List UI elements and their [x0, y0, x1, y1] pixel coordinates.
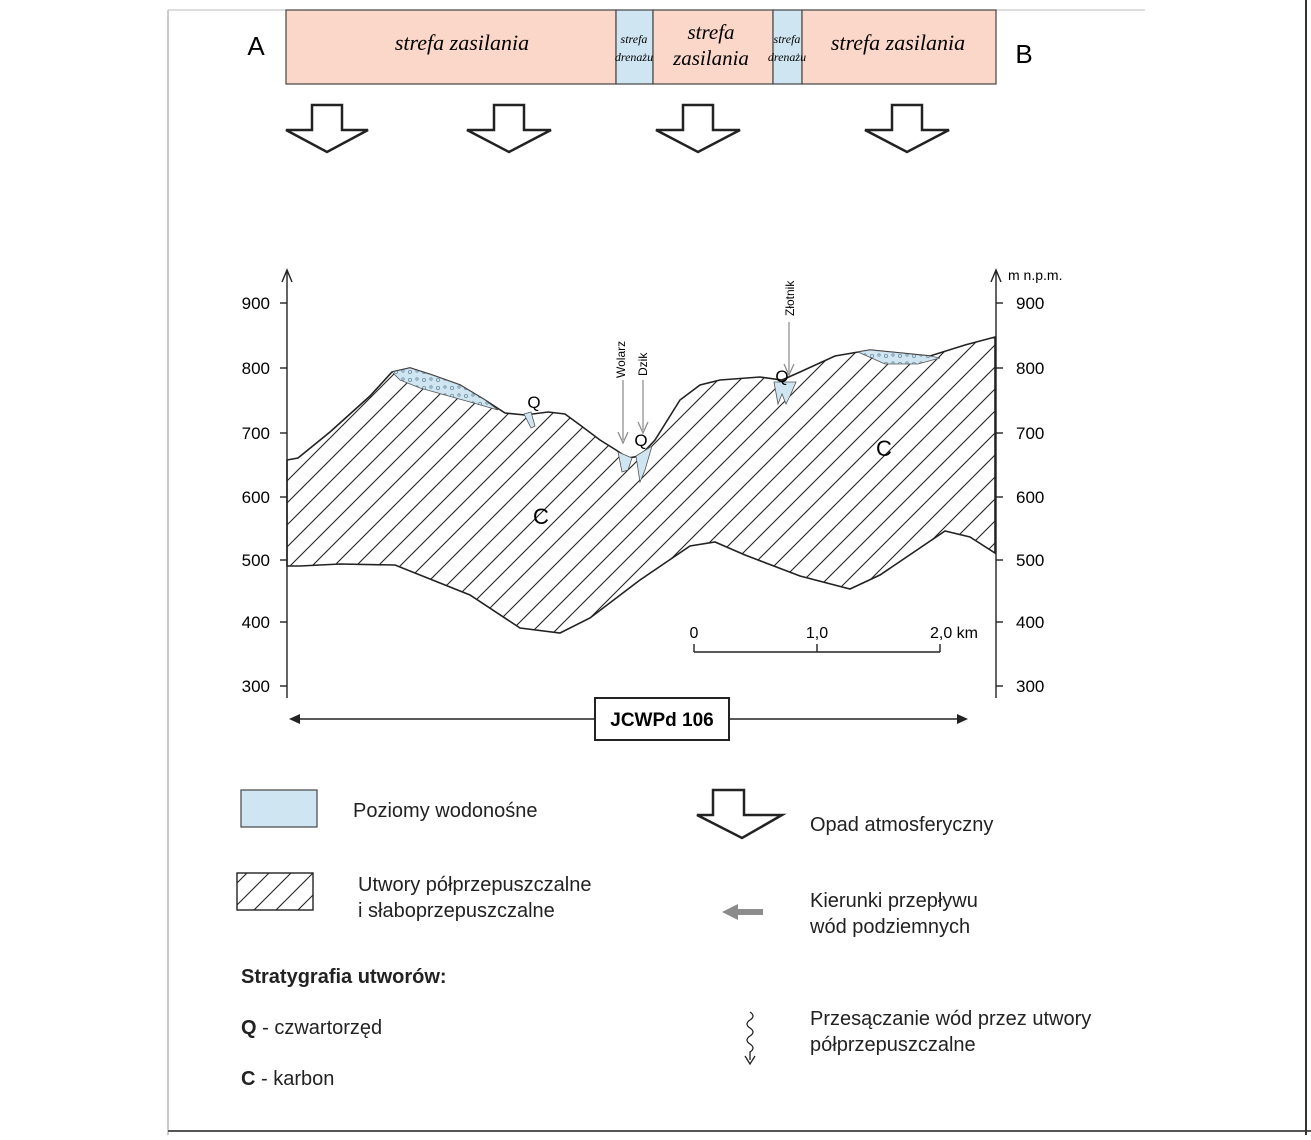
left-tick-label: 300	[242, 677, 270, 696]
place-label-dzik: Dzik	[636, 352, 650, 376]
section-end-label-b: B	[1015, 39, 1032, 69]
legend-c-text: - karbon	[255, 1068, 335, 1090]
precipitation-arrow-icon	[285, 103, 369, 154]
zone-label-drainage-1-line2: drenażu	[615, 50, 653, 64]
strat-label-c: C	[533, 504, 549, 529]
legend-q-code: Q	[241, 1017, 257, 1039]
legend-stratigraphy-title: Stratygrafia utworów:	[241, 966, 447, 988]
zone-label-drainage-2-line2: drenażu	[768, 50, 806, 64]
place-label-zlotnik: Złotnik	[783, 280, 797, 316]
extent-label: JCWPd 106	[610, 710, 713, 731]
zone-recharge-2	[652, 9, 774, 85]
legend-precipitation-arrow-icon	[696, 788, 787, 840]
place-label-wolarz: Wolarz	[614, 341, 628, 378]
strat-label-c: C	[876, 436, 892, 461]
legend-precipitation-label: Opad atmosferyczny	[810, 814, 994, 836]
extent-indicator: JCWPd 106	[289, 697, 968, 741]
aquifer-pocket-q1	[523, 411, 536, 429]
right-elevation-axis: m n.p.m. 900 800 700 600 500 400 300	[990, 267, 1062, 698]
legend-seepage-icon	[746, 1011, 754, 1060]
right-tick-label: 800	[1016, 359, 1044, 378]
right-tick-label: 600	[1016, 488, 1044, 507]
scale-tick-label: 0	[690, 625, 699, 642]
zone-label-recharge-3: strefa zasilania	[831, 30, 965, 55]
legend-c-entry: C - karbon	[241, 1068, 334, 1091]
legend-flow-arrow-icon	[722, 904, 763, 920]
left-tick-label: 500	[242, 551, 270, 570]
zone-label-recharge-2-line2: zasilania	[672, 46, 749, 70]
zone-label-drainage-2-line1: strefa	[774, 32, 801, 46]
cross-section: Wolarz Dzik Złotnik Q Q Q C C	[286, 280, 996, 634]
legend-q-entry: Q - czwartorzęd	[241, 1017, 382, 1040]
strat-label-q: Q	[775, 367, 788, 386]
right-tick-label: 400	[1016, 613, 1044, 632]
legend-c-code: C	[241, 1068, 256, 1090]
right-tick-label: 500	[1016, 551, 1044, 570]
section-end-label-a: A	[247, 31, 265, 61]
legend-semi-permeable-label: Utwory półprzepuszczalne i słaboprzepusz…	[358, 874, 592, 922]
left-tick-label: 700	[242, 424, 270, 443]
extent-label-box	[594, 697, 730, 741]
legend-q-text: - czwartorzęd	[256, 1017, 383, 1039]
scale-tick-label: 2,0 km	[930, 625, 978, 642]
aquifer-pocket-dzik	[635, 445, 653, 484]
zone-drainage-2	[772, 9, 803, 85]
legend-aquifer-label: Poziomy wodonośne	[353, 800, 538, 822]
left-tick-label: 800	[242, 359, 270, 378]
semi-permeable-body	[286, 335, 996, 634]
strat-label-q: Q	[527, 393, 540, 412]
aquifer-pocket-wolarz	[617, 451, 633, 473]
zone-recharge-1	[285, 9, 617, 85]
zone-label-recharge-2-line1: strefa	[687, 20, 734, 44]
zone-drainage-1	[615, 9, 654, 85]
zone-label-drainage-1-line1: strefa	[621, 32, 648, 46]
right-tick-label: 900	[1016, 294, 1044, 313]
left-tick-label: 600	[242, 488, 270, 507]
strat-label-q: Q	[634, 431, 647, 450]
precipitation-arrow-icon	[864, 103, 950, 154]
legend-symbols	[236, 788, 787, 1066]
zone-recharge-3	[801, 9, 997, 85]
right-tick-label: 300	[1016, 677, 1044, 696]
scale-bar: 0 1,0 2,0 km	[690, 625, 978, 653]
precipitation-arrow-icon	[655, 103, 741, 154]
axis-unit-label: m n.p.m.	[1008, 267, 1062, 283]
precipitation-arrows	[285, 103, 950, 154]
right-tick-label: 700	[1016, 424, 1044, 443]
precipitation-arrow-icon	[466, 103, 552, 154]
aquifer-pocket-zlotnik	[773, 381, 797, 406]
aquifer-lens-left	[391, 367, 499, 411]
aquifer-lens-right	[856, 349, 941, 365]
left-elevation-axis: 900 800 700 600 500 400 300	[242, 268, 293, 698]
legend-aquifer-swatch	[240, 789, 318, 828]
legend-hatch-swatch	[236, 872, 314, 911]
legend-seepage-label: Przesączanie wód przez utwory półprzepus…	[810, 1008, 1092, 1056]
legend-flow-label: Kierunki przepływu wód podziemnych	[810, 890, 978, 938]
zone-bar: strefa zasilania strefa drenażu strefa z…	[247, 9, 1033, 85]
left-tick-label: 900	[242, 294, 270, 313]
left-tick-label: 400	[242, 613, 270, 632]
scale-tick-label: 1,0	[806, 625, 828, 642]
zone-label-recharge-1: strefa zasilania	[395, 30, 529, 55]
